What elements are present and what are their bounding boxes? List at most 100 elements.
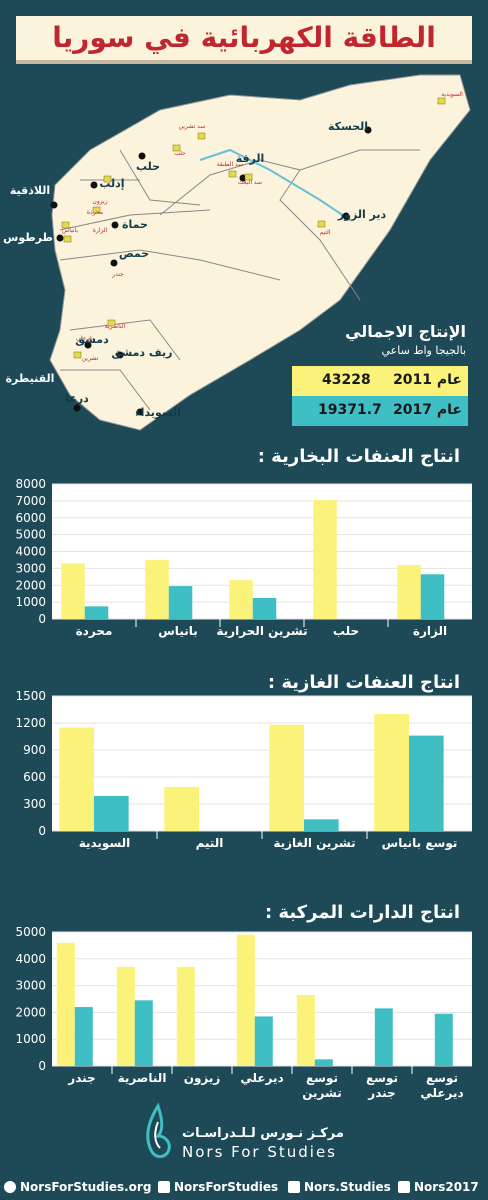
city-label: الرقة bbox=[236, 152, 265, 165]
bar bbox=[409, 735, 444, 831]
category-label: جندر bbox=[367, 1086, 395, 1100]
bar bbox=[314, 1059, 333, 1066]
category-label: توسع بانياس bbox=[382, 836, 458, 851]
plant-marker bbox=[228, 170, 237, 178]
plant-marker bbox=[61, 221, 70, 229]
city-dot bbox=[136, 408, 144, 416]
footer-facebook[interactable]: Nors.Studies bbox=[288, 1180, 391, 1194]
y-tick-label: 6000 bbox=[15, 511, 46, 525]
plant-label: حلب bbox=[174, 150, 186, 157]
plant-label: تشرين bbox=[82, 355, 99, 362]
bar bbox=[61, 563, 85, 619]
city-dot bbox=[116, 351, 124, 359]
y-tick-label: 1500 bbox=[15, 689, 46, 703]
plant-marker bbox=[63, 235, 72, 243]
plant-marker bbox=[172, 144, 181, 152]
y-tick-label: 4000 bbox=[15, 545, 46, 559]
plant-label: ديرعلي bbox=[76, 335, 95, 342]
plant-label: سد الطبقة bbox=[217, 161, 244, 168]
chart-title-steam: انتاج العنفات البخارية : bbox=[257, 446, 460, 467]
plant-label: السويدية bbox=[441, 91, 463, 98]
y-tick-label: 2000 bbox=[15, 1005, 46, 1019]
category-label: تشرين الحرارية bbox=[216, 624, 307, 638]
summary-subtitle: بالجيجا واط ساعي bbox=[381, 344, 466, 357]
plant-label: زيزون bbox=[92, 198, 107, 205]
footer-telegram[interactable]: Nors2017 bbox=[398, 1180, 479, 1194]
y-tick-label: 0 bbox=[38, 1059, 46, 1073]
chart-combined: 0 1000 2000 3000 4000 5000 جندر الناصرية زيزون دي… bbox=[15, 925, 472, 1100]
bar bbox=[269, 724, 304, 831]
bar bbox=[313, 500, 337, 619]
logo-arabic: مركـز نـورس لـلـدراسـات bbox=[182, 1126, 344, 1141]
chart-gas: 0 300 600 900 1200 1500 السويدية التيم تشرين الغ… bbox=[15, 689, 472, 851]
city-label: السويداء bbox=[135, 406, 181, 419]
map-land bbox=[49, 74, 471, 431]
summary-value: 43228 bbox=[322, 372, 371, 388]
bar bbox=[304, 819, 339, 831]
footer-web[interactable]: NorsForStudies.org bbox=[4, 1180, 151, 1194]
footer-twitter[interactable]: NorsForStudies bbox=[158, 1180, 278, 1194]
city-label: ريف دمشق bbox=[112, 346, 173, 359]
globe-icon bbox=[4, 1181, 16, 1193]
category-label: الزارة bbox=[413, 624, 447, 638]
y-tick-label: 8000 bbox=[15, 477, 46, 491]
city-label: حمص bbox=[119, 247, 149, 260]
category-label: ديرعلي bbox=[240, 1071, 283, 1085]
facebook-icon bbox=[288, 1181, 300, 1193]
city-dot bbox=[364, 126, 372, 134]
plant-label: سد البعث bbox=[238, 179, 262, 186]
category-label: توسع bbox=[366, 1071, 398, 1086]
plant-label: التيم bbox=[319, 229, 330, 236]
chart-title-gas: انتاج العنفات الغازية : bbox=[267, 672, 460, 693]
category-label: جندر bbox=[67, 1071, 95, 1085]
plant-label: الناصرية bbox=[105, 323, 126, 330]
city-label: إدلب bbox=[99, 177, 124, 190]
bar bbox=[164, 786, 199, 831]
bar bbox=[229, 580, 253, 619]
y-tick-label: 5000 bbox=[15, 925, 46, 939]
bar bbox=[145, 559, 169, 619]
plant-label: الزارة bbox=[93, 227, 108, 234]
plant-marker bbox=[103, 175, 112, 183]
euphrates-river bbox=[199, 148, 351, 221]
bar bbox=[374, 714, 409, 831]
y-tick-label: 0 bbox=[38, 824, 46, 838]
bar bbox=[59, 727, 94, 831]
bar bbox=[168, 586, 193, 619]
plant-marker bbox=[317, 220, 326, 228]
summary-row-2011: عام 2011 43228 bbox=[292, 366, 468, 396]
city-label: القنيطرة bbox=[6, 372, 55, 385]
plant-marker bbox=[92, 206, 101, 214]
category-label: توسع bbox=[426, 1071, 458, 1086]
category-label: حلب bbox=[333, 624, 359, 638]
city-label: طرطوس bbox=[3, 231, 53, 244]
bar bbox=[134, 1000, 153, 1066]
y-tick-label: 3000 bbox=[15, 561, 46, 575]
city-label: اللاذقية bbox=[10, 184, 50, 197]
bar bbox=[236, 934, 255, 1066]
y-tick-label: 1000 bbox=[15, 1032, 46, 1046]
city-dot bbox=[73, 404, 81, 412]
plant-markers bbox=[61, 97, 446, 359]
bar bbox=[374, 1008, 393, 1066]
category-label: تشرين bbox=[302, 1086, 342, 1100]
city-label: درعا bbox=[65, 392, 89, 405]
city-labels: الحسكة الرقة حلب إدلب اللاذقية طرطوس حما… bbox=[3, 120, 386, 419]
plant-label: بانياس bbox=[62, 227, 78, 234]
y-tick-label: 5000 bbox=[15, 528, 46, 542]
y-tick-label: 3000 bbox=[15, 979, 46, 993]
category-label: توسع bbox=[306, 1071, 338, 1086]
y-tick-label: 1200 bbox=[15, 716, 46, 730]
summary-title: الإنتاج الاجمالي bbox=[345, 322, 466, 341]
footer: NorsForStudies.org NorsForStudies Nors.S… bbox=[0, 1178, 488, 1198]
logo-latin: Nors For Studies bbox=[182, 1143, 337, 1161]
y-tick-label: 300 bbox=[23, 797, 46, 811]
category-label: الناصرية bbox=[118, 1071, 167, 1085]
category-label: ديرعلي bbox=[420, 1086, 463, 1100]
chart-steam: 0 1000 2000 3000 4000 5000 6000 7000 8000 محردة با… bbox=[15, 477, 472, 638]
city-dot bbox=[56, 234, 64, 242]
plant-marker bbox=[107, 319, 116, 327]
bar bbox=[116, 966, 135, 1066]
city-label: حلب bbox=[136, 160, 160, 173]
bar bbox=[254, 1016, 273, 1066]
